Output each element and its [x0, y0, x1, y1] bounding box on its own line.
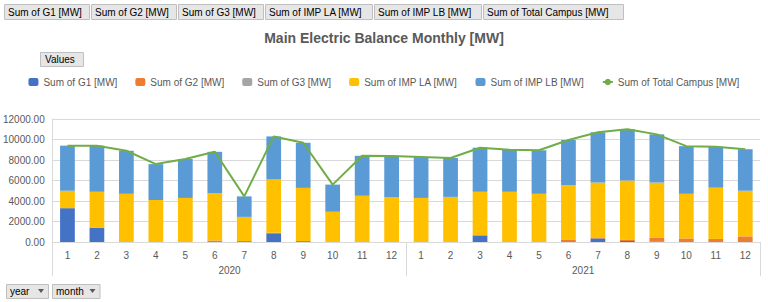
svg-text:Sum of G2 [MW]: Sum of G2 [MW]	[95, 7, 169, 18]
svg-text:Sum of IMP LA [MW]: Sum of IMP LA [MW]	[364, 77, 457, 88]
svg-text:7: 7	[595, 250, 601, 261]
svg-text:Sum of G1 [MW]: Sum of G1 [MW]	[8, 7, 82, 18]
svg-text:4000.00: 4000.00	[9, 196, 46, 207]
svg-text:5: 5	[536, 250, 542, 261]
svg-text:Sum of Total Campus [MW]: Sum of Total Campus [MW]	[487, 7, 609, 18]
svg-text:9: 9	[300, 250, 306, 261]
svg-text:2021: 2021	[572, 265, 595, 276]
svg-text:8000.00: 8000.00	[9, 155, 46, 166]
svg-text:Sum of G3 [MW]: Sum of G3 [MW]	[182, 7, 256, 18]
svg-text:6000.00: 6000.00	[9, 175, 46, 186]
svg-text:9: 9	[654, 250, 660, 261]
svg-text:2: 2	[94, 250, 100, 261]
svg-text:year: year	[10, 286, 30, 297]
svg-text:Sum of G3 [MW]: Sum of G3 [MW]	[257, 77, 331, 88]
svg-text:10000.00: 10000.00	[3, 134, 45, 145]
svg-text:0.00: 0.00	[25, 237, 45, 248]
svg-text:3: 3	[477, 250, 483, 261]
svg-text:Sum of IMP LB [MW]: Sum of IMP LB [MW]	[491, 77, 584, 88]
svg-text:7: 7	[241, 250, 247, 261]
svg-text:Sum of IMP LA [MW]: Sum of IMP LA [MW]	[269, 7, 362, 18]
svg-text:month: month	[56, 286, 84, 297]
svg-text:5: 5	[183, 250, 189, 261]
svg-text:12000.00: 12000.00	[3, 114, 45, 125]
svg-text:3: 3	[124, 250, 130, 261]
svg-text:2: 2	[448, 250, 454, 261]
svg-text:12: 12	[740, 250, 752, 261]
svg-text:Sum of IMP LB [MW]: Sum of IMP LB [MW]	[378, 7, 471, 18]
svg-text:10: 10	[327, 250, 339, 261]
svg-text:12: 12	[386, 250, 398, 261]
svg-text:1: 1	[418, 250, 424, 261]
svg-text:8: 8	[271, 250, 277, 261]
svg-text:6: 6	[212, 250, 218, 261]
svg-text:Sum of G1 [MW]: Sum of G1 [MW]	[43, 77, 117, 88]
svg-text:Sum of G2 [MW]: Sum of G2 [MW]	[150, 77, 224, 88]
svg-text:Sum of Total Campus [MW]: Sum of Total Campus [MW]	[618, 77, 740, 88]
svg-text:1: 1	[65, 250, 71, 261]
svg-text:4: 4	[507, 250, 513, 261]
svg-text:6: 6	[566, 250, 572, 261]
svg-text:2000.00: 2000.00	[9, 216, 46, 227]
svg-text:2020: 2020	[218, 265, 241, 276]
svg-text:10: 10	[681, 250, 693, 261]
svg-text:Main Electric Balance Monthly: Main Electric Balance Monthly [MW]	[264, 30, 504, 46]
svg-text:11: 11	[711, 250, 722, 261]
svg-text:Values: Values	[45, 54, 75, 65]
svg-text:8: 8	[625, 250, 631, 261]
svg-text:4: 4	[153, 250, 159, 261]
svg-text:11: 11	[357, 250, 368, 261]
